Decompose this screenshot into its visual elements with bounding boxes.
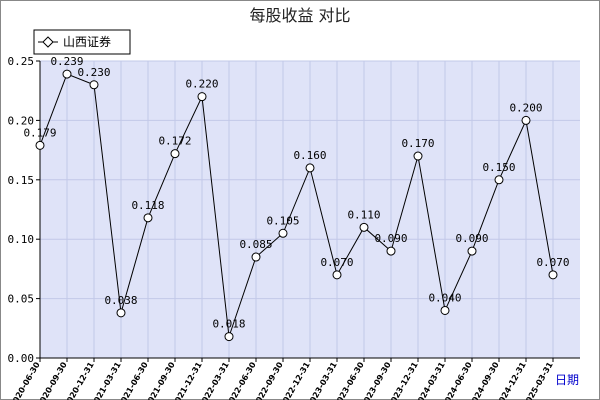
y-tick-label: 0.00 bbox=[8, 352, 35, 365]
data-point bbox=[62, 69, 72, 79]
legend: 山西证券 bbox=[33, 29, 131, 55]
data-label: 0.090 bbox=[455, 232, 488, 245]
data-label: 0.040 bbox=[428, 291, 461, 304]
data-point bbox=[521, 115, 531, 125]
y-tick-label: 0.10 bbox=[8, 233, 35, 246]
data-label: 0.110 bbox=[347, 208, 380, 221]
data-point bbox=[116, 308, 126, 318]
legend-label: 山西证券 bbox=[63, 34, 111, 49]
data-point bbox=[332, 270, 342, 280]
data-label: 0.018 bbox=[212, 318, 245, 331]
data-label: 0.070 bbox=[320, 256, 353, 269]
data-label: 0.150 bbox=[482, 161, 515, 174]
y-tick-label: 0.15 bbox=[8, 174, 35, 187]
y-tick-label: 0.20 bbox=[8, 114, 35, 127]
data-point bbox=[440, 305, 450, 315]
data-point bbox=[359, 222, 369, 232]
data-label: 0.172 bbox=[158, 135, 191, 148]
data-label: 0.118 bbox=[131, 199, 164, 212]
data-point bbox=[305, 163, 315, 173]
series-line bbox=[39, 73, 554, 337]
data-label: 0.070 bbox=[536, 256, 569, 269]
data-label: 0.200 bbox=[509, 101, 542, 114]
data-point bbox=[494, 175, 504, 185]
data-point bbox=[224, 332, 234, 342]
data-label: 0.105 bbox=[266, 214, 299, 227]
data-label: 0.179 bbox=[23, 126, 56, 139]
data-label: 0.038 bbox=[104, 294, 137, 307]
data-label: 0.085 bbox=[239, 238, 272, 251]
data-point bbox=[413, 151, 423, 161]
y-tick-label: 0.05 bbox=[8, 293, 35, 306]
data-label: 0.220 bbox=[185, 78, 218, 91]
data-point bbox=[89, 80, 99, 90]
data-point bbox=[467, 246, 477, 256]
data-point bbox=[251, 252, 261, 262]
data-point bbox=[386, 246, 396, 256]
y-tick-label: 0.25 bbox=[8, 55, 35, 68]
legend-marker bbox=[42, 36, 54, 48]
data-point bbox=[143, 213, 153, 223]
data-label: 0.239 bbox=[50, 55, 83, 68]
data-point bbox=[548, 270, 558, 280]
chart-title: 每股收益 对比 bbox=[249, 6, 350, 25]
data-label: 0.170 bbox=[401, 137, 434, 150]
data-point bbox=[197, 92, 207, 102]
data-point bbox=[170, 149, 180, 159]
plot-area: 0.000.050.100.150.200.252020-06-302020-0… bbox=[8, 55, 580, 400]
x-axis-label: 日期 bbox=[555, 373, 579, 387]
data-label: 0.230 bbox=[77, 66, 110, 79]
data-point bbox=[278, 228, 288, 238]
data-label: 0.090 bbox=[374, 232, 407, 245]
data-label: 0.160 bbox=[293, 149, 326, 162]
data-point bbox=[35, 140, 45, 150]
